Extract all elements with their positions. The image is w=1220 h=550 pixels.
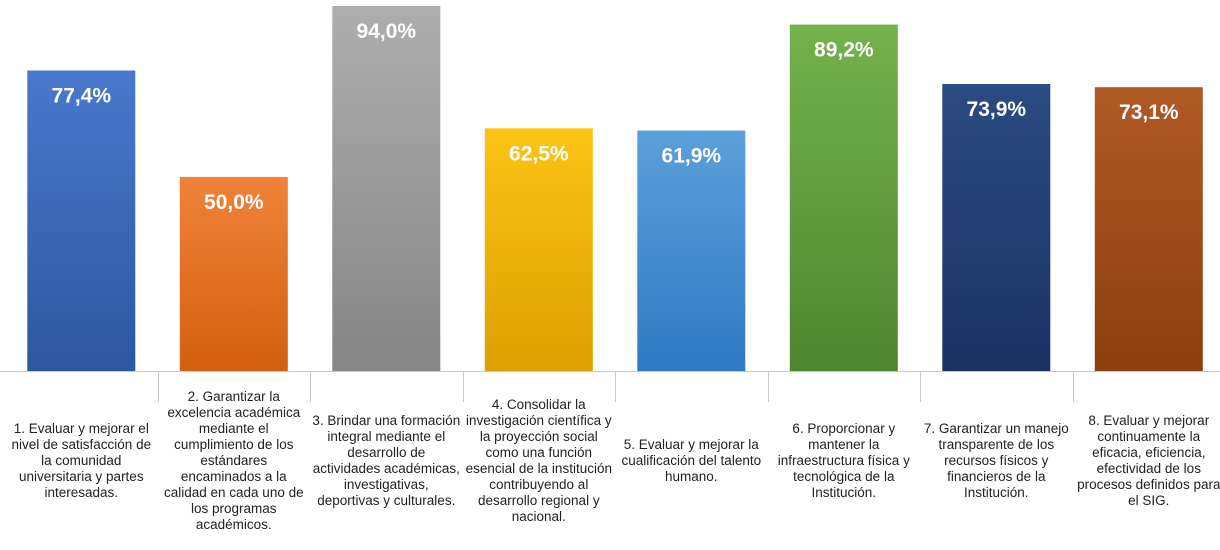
category-separator — [1072, 372, 1074, 402]
data-label-1: 77,4% — [52, 85, 112, 108]
category-label-1: 1. Evaluar y mejorar el nivel de satisfa… — [11, 421, 152, 500]
data-label-7: 73,9% — [967, 98, 1027, 121]
category-label-4: 4. Consolidar la investigación científic… — [465, 397, 612, 524]
category-separator — [157, 372, 159, 402]
bar-3 — [332, 6, 441, 371]
data-labels-group: 77,4% 50,0% 94,0% 62,5% 61,9% 89,2% 73,9% 73,1% — [52, 20, 1179, 214]
data-label-2: 50,0% — [204, 191, 264, 214]
data-label-5: 61,9% — [662, 145, 722, 168]
data-label-3: 94,0% — [357, 20, 417, 43]
category-label-5: 5. Evaluar y mejorar la cualificación de… — [621, 437, 762, 484]
category-label-6: 6. Proporcionar y mantener la infraestru… — [777, 421, 910, 500]
bar-4 — [484, 128, 593, 371]
category-separator — [920, 372, 921, 402]
category-separator — [462, 372, 464, 402]
bar-7 — [942, 84, 1051, 371]
category-separator — [310, 372, 311, 402]
category-separator — [615, 372, 616, 402]
bar-5 — [637, 130, 746, 371]
category-label-3: 3. Brindar una formación integral median… — [312, 413, 461, 508]
category-label-8: 8. Evaluar y mejorar continuamente la ef… — [1077, 413, 1220, 508]
data-label-4: 62,5% — [509, 142, 569, 165]
category-separator — [767, 372, 769, 402]
category-label-2: 2. Garantizar la excelencia académica me… — [163, 389, 304, 532]
bar-6 — [789, 24, 898, 371]
bar-8 — [1094, 87, 1203, 371]
bars-group — [27, 6, 1203, 371]
category-label-7: 7. Garantizar un manejo transparente de … — [923, 421, 1069, 500]
bar-2 — [179, 176, 288, 371]
bar-1 — [27, 70, 136, 371]
data-label-8: 73,1% — [1119, 101, 1179, 124]
data-label-6: 89,2% — [814, 39, 874, 62]
